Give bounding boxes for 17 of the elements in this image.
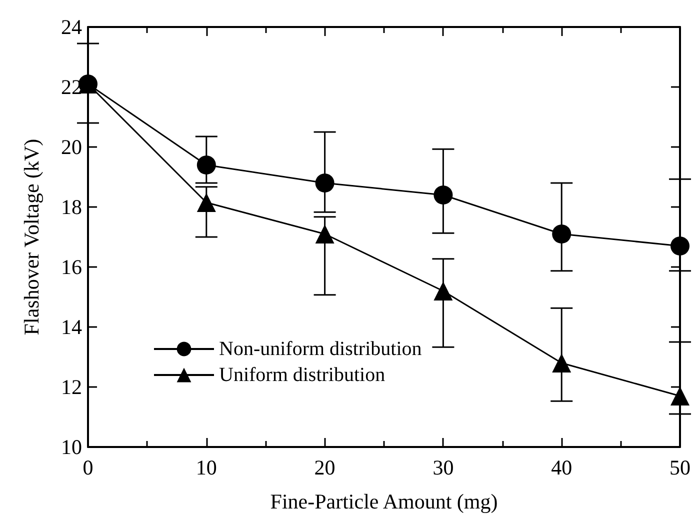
y-tick-label: 10 <box>61 435 82 459</box>
y-tick-label: 20 <box>61 135 82 159</box>
legend-label: Non-uniform distribution <box>219 338 422 360</box>
legend-label: Uniform distribution <box>219 364 386 386</box>
x-tick-label: 20 <box>314 456 336 480</box>
y-tick-label: 12 <box>61 375 82 399</box>
y-tick-label: 14 <box>61 315 82 339</box>
x-axis-title: Fine-Particle Amount (mg) <box>270 490 498 514</box>
x-tick-label: 10 <box>196 456 217 480</box>
y-axis-title: Flashover Voltage (kV) <box>20 138 44 336</box>
x-tick-label: 50 <box>670 456 690 480</box>
x-tick-label: 40 <box>551 456 572 480</box>
y-tick-label: 18 <box>61 195 82 219</box>
x-tick-label: 30 <box>432 456 454 480</box>
y-tick-label: 24 <box>61 15 82 39</box>
x-tick-label: 0 <box>82 456 94 480</box>
y-tick-label: 16 <box>61 255 82 279</box>
